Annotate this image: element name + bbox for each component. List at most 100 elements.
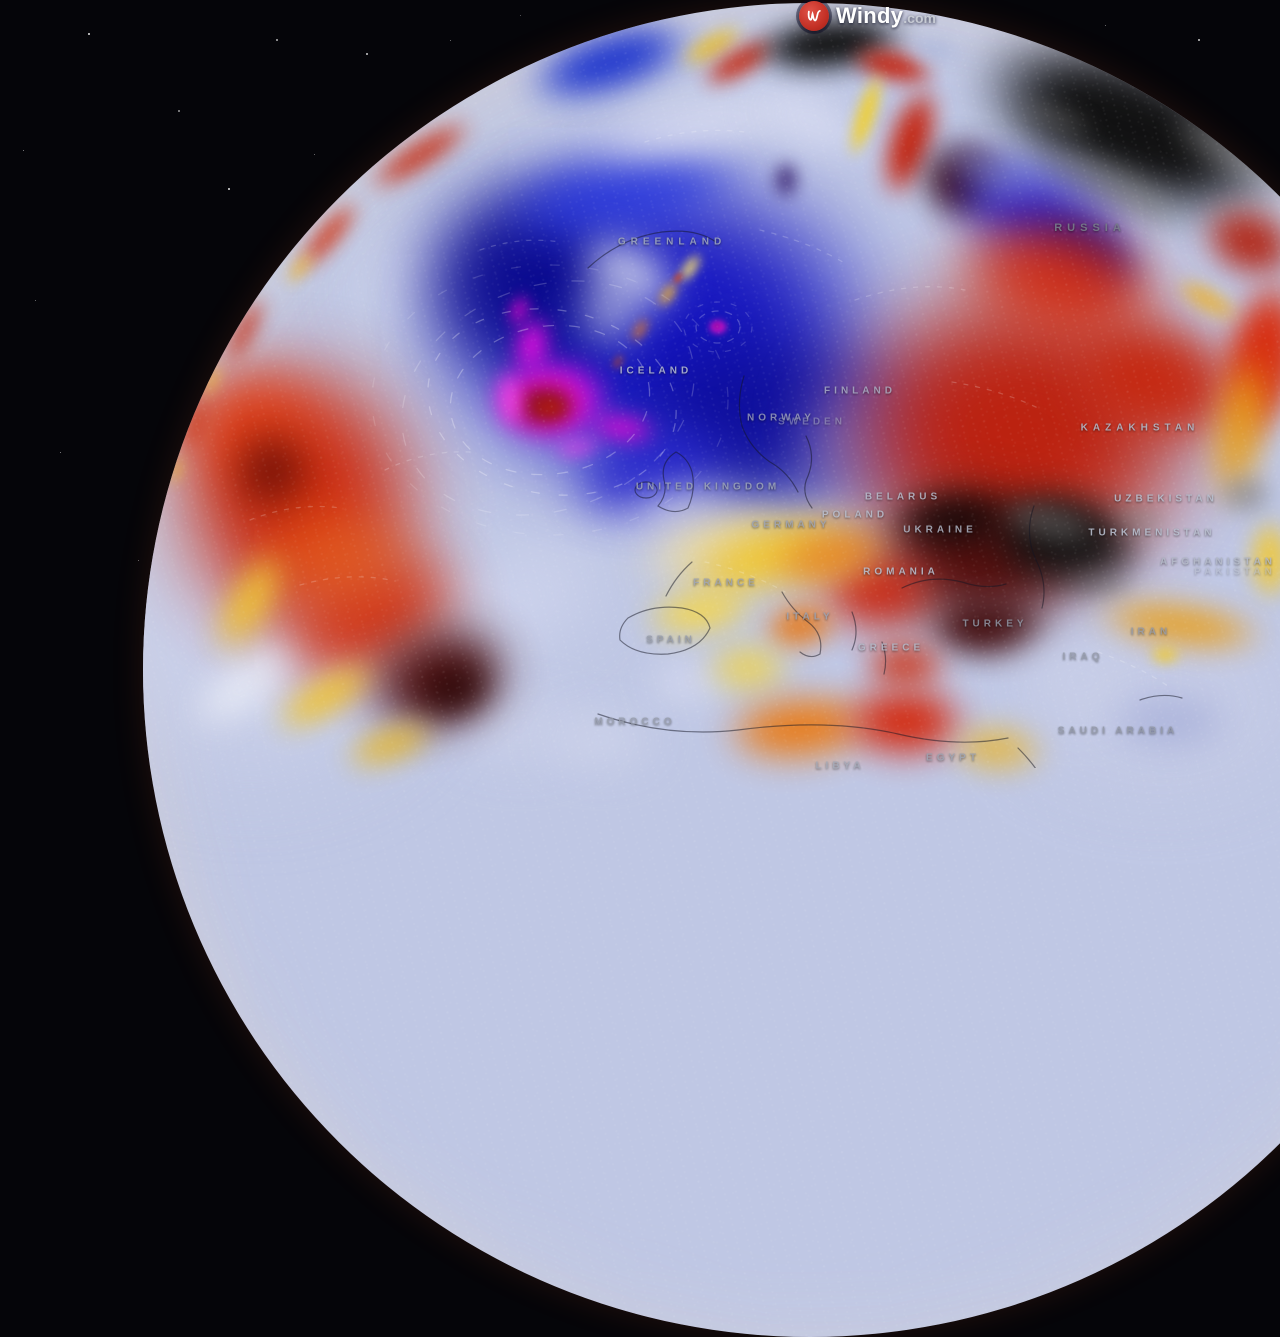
anomaly-blob [760, 370, 950, 520]
anomaly-blob [1090, 488, 1190, 548]
anomaly-blob [876, 148, 1244, 412]
star [138, 560, 139, 561]
star [1105, 25, 1106, 26]
anomaly-blob [795, 433, 1165, 687]
anomaly-blob [215, 475, 455, 635]
anomaly-blob [830, 47, 902, 183]
anomaly-blob [524, 393, 576, 423]
anomaly-blob [555, 275, 965, 565]
anomaly-blob [928, 712, 1072, 784]
anomaly-blob [1143, 642, 1187, 668]
anomaly-blob [859, 466, 1051, 574]
logo-suffix: .com [903, 10, 936, 26]
anomaly-blob [902, 111, 1074, 233]
anomaly-blob [648, 270, 688, 318]
anomaly-blob [179, 512, 321, 692]
anomaly-blob [400, 670, 640, 790]
anomaly-blob [193, 465, 547, 765]
anomaly-blob [990, 620, 1170, 740]
anomaly-blob [711, 321, 723, 331]
anomaly-blob [146, 596, 344, 774]
windy-swirl-icon [799, 1, 829, 31]
anomaly-blob [813, 666, 997, 778]
anomaly-blob [887, 109, 1039, 251]
anomaly-blob [827, 27, 959, 105]
star [276, 39, 278, 41]
star [178, 110, 180, 112]
windy-logo[interactable]: Windy .com [799, 1, 936, 31]
anomaly-blob [315, 696, 465, 794]
star [520, 15, 521, 16]
star [366, 53, 368, 55]
star [88, 33, 90, 35]
anomaly-blob [382, 629, 528, 751]
anomaly-blob [1175, 224, 1280, 496]
anomaly-blob [612, 562, 788, 662]
anomaly-blob [510, 368, 790, 572]
anomaly-blob [870, 83, 1210, 361]
star [35, 300, 36, 301]
anomaly-blob [210, 406, 334, 538]
anomaly-blob [735, 195, 1280, 665]
anomaly-blob [1179, 312, 1280, 548]
star [60, 452, 61, 453]
anomaly-blob [1005, 256, 1280, 504]
anomaly-blob [582, 457, 778, 567]
anomaly-blob [624, 642, 756, 722]
anomaly-blob [540, 428, 616, 468]
anomaly-blob [731, 487, 933, 625]
anomaly-blob [738, 580, 862, 672]
anomaly-blob [1238, 498, 1280, 622]
star [450, 40, 451, 41]
star [1198, 39, 1200, 41]
anomaly-blob [711, 50, 913, 194]
anomaly-blob [668, 266, 688, 290]
anomaly-blob [843, 629, 967, 701]
anomaly-blob [851, 49, 969, 235]
anomaly-blob [569, 400, 675, 456]
anomaly-blob [726, 274, 1074, 566]
anomaly-blob [888, 26, 982, 74]
anomaly-blob [970, 474, 1126, 570]
anomaly-blob [990, 78, 1122, 158]
anomaly-blob [658, 6, 766, 86]
anomaly-blob [306, 566, 570, 790]
anomaly-blob [462, 336, 638, 464]
anomaly-blob [607, 349, 629, 375]
anomaly-blob [539, 234, 685, 386]
anomaly-blob [768, 152, 804, 208]
anomaly-blob [898, 582, 1082, 674]
star [23, 150, 24, 151]
anomaly-blob [1204, 463, 1280, 527]
anomaly-blob [1078, 676, 1262, 768]
anomaly-blob [683, 666, 917, 790]
anomaly-blob [143, 430, 520, 850]
anomaly-blob [1153, 258, 1263, 342]
anomaly-blob [488, 356, 532, 444]
anomaly-blob [315, 75, 1005, 585]
anomaly-blob [1051, 571, 1280, 679]
anomaly-blob [425, 93, 815, 297]
anomaly-blob [238, 628, 412, 766]
logo-brand: Windy [836, 3, 904, 28]
anomaly-blob [703, 315, 733, 339]
anomaly-blob [355, 125, 705, 435]
anomaly-blob [357, 463, 683, 737]
anomaly-blob [1046, 560, 1154, 610]
anomaly-blob [510, 51, 890, 199]
anomaly-blob [537, 196, 723, 348]
star [314, 154, 315, 155]
anomaly-blob [988, 173, 1184, 335]
anomaly-blob [920, 550, 1280, 850]
star [228, 188, 230, 190]
anomaly-blob [1164, 168, 1280, 316]
anomaly-blob [786, 530, 970, 654]
anomaly-blob [493, 370, 597, 440]
logo-text: Windy .com [836, 3, 936, 29]
anomaly-blob [623, 309, 657, 351]
anomaly-blob [628, 465, 912, 647]
anomaly-blob [666, 240, 714, 296]
anomaly-blob [497, 282, 541, 338]
anomaly-blob [686, 628, 810, 708]
anomaly-blob [500, 297, 564, 393]
